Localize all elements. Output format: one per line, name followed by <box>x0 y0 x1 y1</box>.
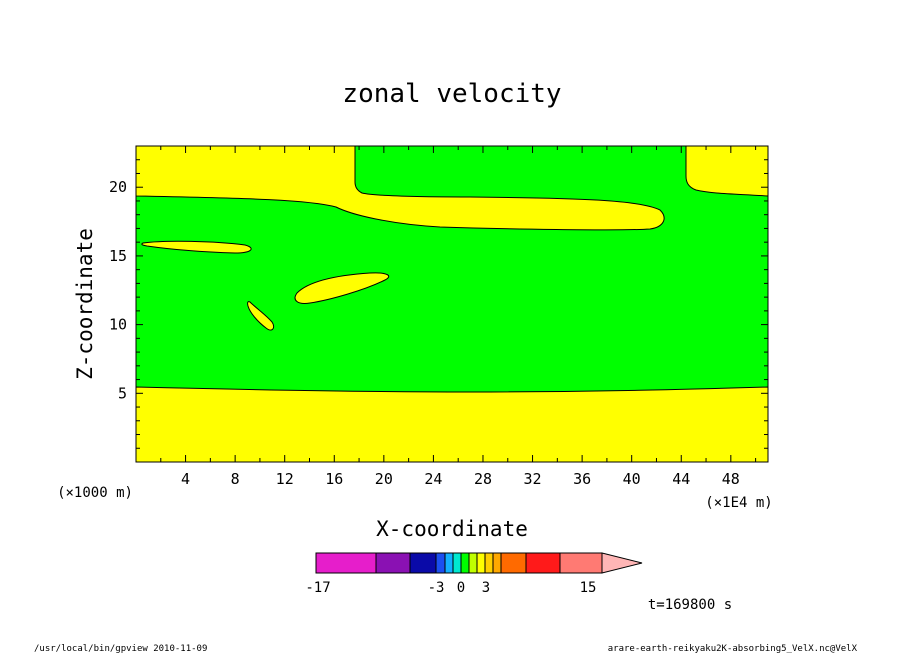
x-tick-label: 4 <box>181 470 190 488</box>
x-scale-label: (×1E4 m) <box>705 495 772 511</box>
contour-bottom-layer <box>135 386 769 463</box>
colorbar-label-min: -17 <box>305 580 330 596</box>
colorbar-bin <box>468 552 478 574</box>
y-axis-title: Z-coordinate <box>73 228 97 380</box>
x-tick-label: 16 <box>325 470 343 488</box>
x-axis-title: X-coordinate <box>376 517 528 541</box>
contour-cell-left <box>141 240 252 254</box>
contour-top-layer <box>135 145 665 231</box>
y-tick-label: 15 <box>109 247 127 265</box>
y-axis: 5 10 15 20 <box>109 159 768 449</box>
colorbar-bin <box>492 552 502 574</box>
colorbar-bin <box>476 552 486 574</box>
colorbar-label-neg3: -3 <box>428 580 445 596</box>
colorbar-bin <box>460 552 470 574</box>
x-tick-label: 40 <box>623 470 641 488</box>
colorbar-labels: -17 -3 0 3 15 <box>305 580 596 596</box>
colorbar-bin <box>375 552 411 574</box>
contour-top-right <box>685 145 769 197</box>
footer-left: /usr/local/bin/gpview 2010-11-09 <box>34 644 207 654</box>
colorbar-bin <box>315 552 377 574</box>
x-axis: 4 8 12 16 20 24 28 32 36 40 44 48 <box>160 146 757 488</box>
colorbar <box>315 552 643 574</box>
colorbar-extend-arrow <box>601 552 643 574</box>
y-tick-label: 5 <box>118 384 127 402</box>
x-tick-label: 28 <box>474 470 492 488</box>
x-tick-label: 36 <box>573 470 591 488</box>
colorbar-bin <box>484 552 494 574</box>
x-tick-label: 12 <box>276 470 294 488</box>
plot-frame <box>135 145 769 463</box>
x-tick-label: 48 <box>722 470 740 488</box>
x-tick-label: 20 <box>375 470 393 488</box>
y-tick-label: 20 <box>109 178 127 196</box>
colorbar-label-max: 15 <box>580 580 597 596</box>
x-tick-label: 24 <box>424 470 442 488</box>
colorbar-bin <box>409 552 437 574</box>
colorbar-bin <box>525 552 561 574</box>
colorbar-label-zero: 0 <box>457 580 465 596</box>
colorbar-bin <box>444 552 454 574</box>
chart-title: zonal velocity <box>342 79 561 109</box>
colorbar-label-pos3: 3 <box>482 580 490 596</box>
time-label: t=169800 s <box>648 597 732 613</box>
x-tick-label: 44 <box>672 470 690 488</box>
colorbar-bin <box>559 552 603 574</box>
contour-cell-middle <box>294 272 390 304</box>
contour-cell-small <box>247 301 275 331</box>
colorbar-bin <box>435 552 446 574</box>
x-tick-label: 32 <box>524 470 542 488</box>
y-scale-label: (×1000 m) <box>57 485 133 501</box>
y-tick-label: 10 <box>109 316 127 334</box>
footer-right: arare-earth-reikyaku2K-absorbing5_VelX.n… <box>608 644 858 654</box>
contour-regions <box>135 145 769 463</box>
colorbar-bin <box>500 552 527 574</box>
colorbar-bin <box>452 552 462 574</box>
x-tick-label: 8 <box>231 470 240 488</box>
